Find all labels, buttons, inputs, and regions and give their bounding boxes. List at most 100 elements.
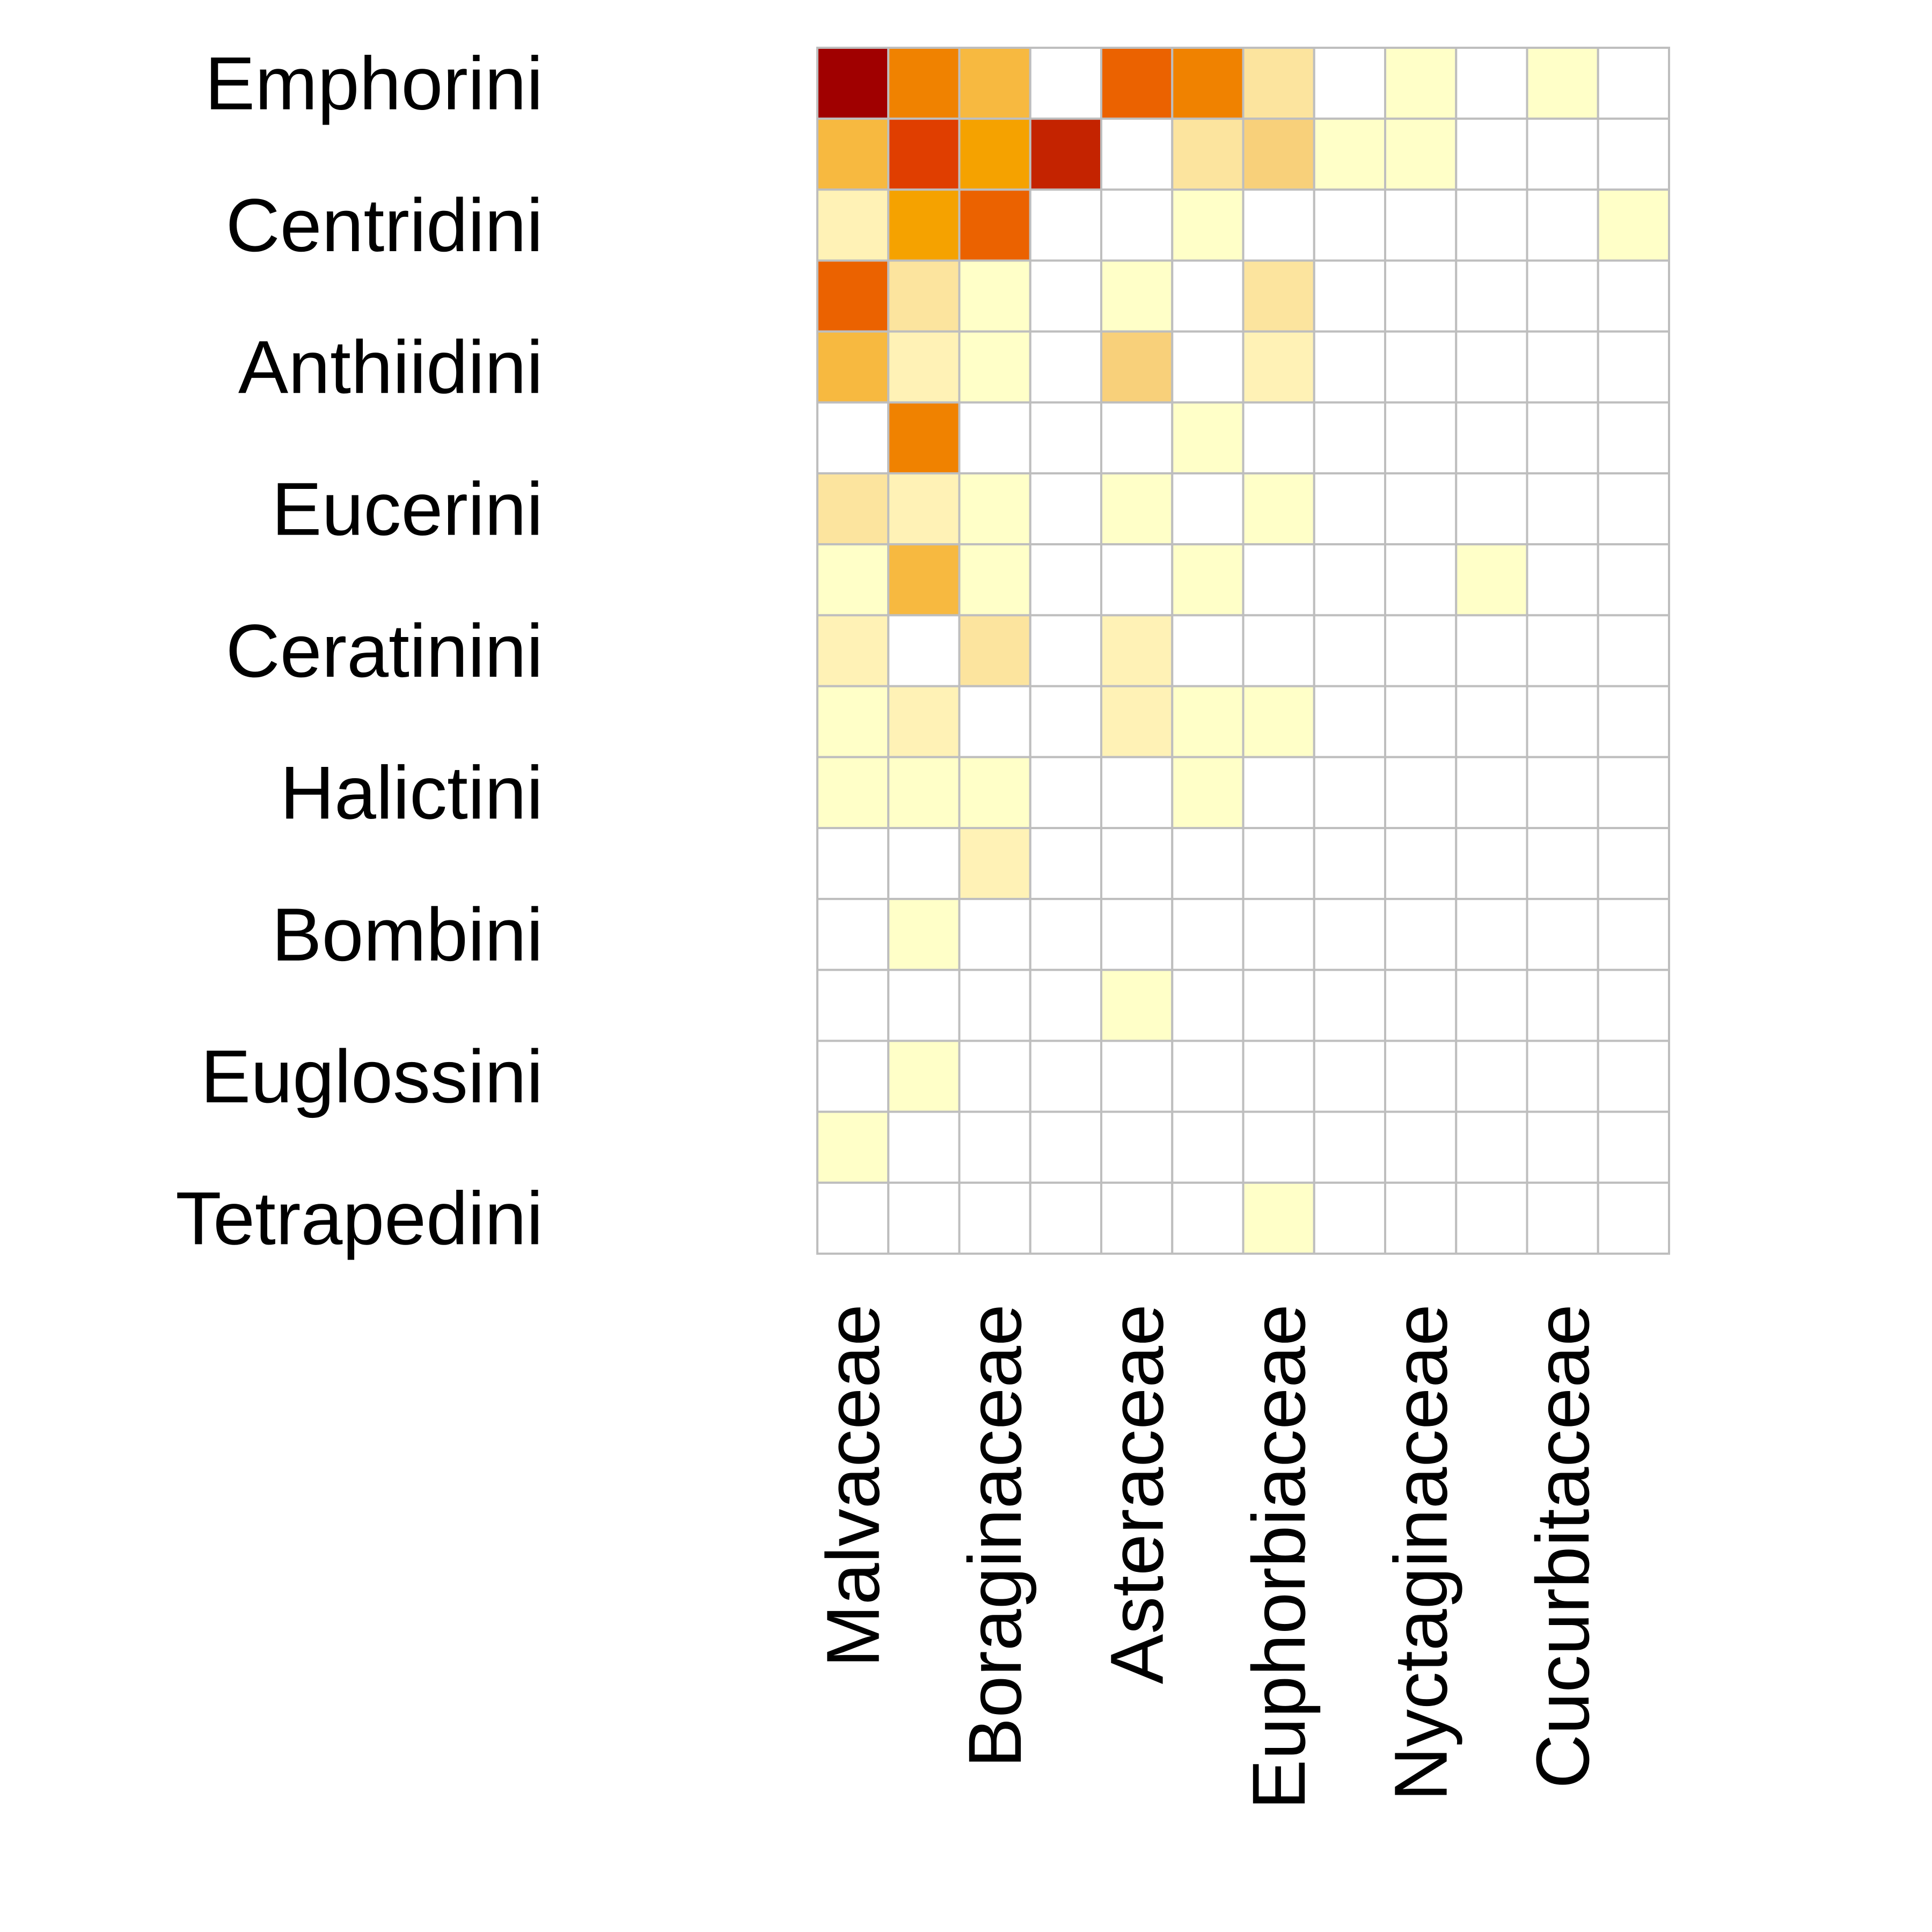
heatmap-cell xyxy=(1455,1040,1528,1113)
heatmap-cell xyxy=(1313,543,1386,617)
heatmap-cell xyxy=(1242,756,1315,829)
heatmap-cell xyxy=(1100,969,1174,1042)
heatmap-cell xyxy=(1100,614,1174,687)
heatmap-cell xyxy=(1100,259,1174,333)
column-label: Boraginaceae xyxy=(953,1304,1037,1768)
heatmap-cell xyxy=(1171,1181,1245,1255)
heatmap-cell xyxy=(816,259,890,333)
heatmap-cell xyxy=(1242,401,1315,475)
heatmap-cell xyxy=(958,756,1031,829)
heatmap-cell xyxy=(1313,259,1386,333)
heatmap-cell xyxy=(1597,47,1670,120)
heatmap-cell xyxy=(1384,259,1458,333)
heatmap-cell xyxy=(958,1181,1031,1255)
heatmap-cell xyxy=(887,969,961,1042)
heatmap-cell xyxy=(1171,47,1245,120)
row-label: Halictini xyxy=(280,750,543,835)
heatmap-cell xyxy=(1100,756,1174,829)
heatmap-cell xyxy=(958,118,1031,191)
heatmap-cell xyxy=(1526,826,1599,901)
heatmap-cell xyxy=(1029,685,1102,758)
heatmap-cell xyxy=(816,614,890,687)
heatmap-cell xyxy=(1313,188,1386,262)
heatmap-cell xyxy=(1029,898,1102,971)
heatmap-cell xyxy=(1029,472,1102,546)
heatmap-cell xyxy=(1171,969,1245,1042)
heatmap-cell xyxy=(1526,543,1599,617)
heatmap-cell xyxy=(958,614,1031,687)
heatmap-cell xyxy=(1100,118,1174,191)
heatmap-cell xyxy=(1455,685,1528,758)
heatmap-cell xyxy=(1242,47,1315,120)
heatmap-cell xyxy=(1029,1181,1102,1255)
heatmap-cell xyxy=(1100,330,1174,404)
heatmap-cell xyxy=(1455,118,1528,191)
row-label: Eucerini xyxy=(272,467,543,551)
heatmap-cell xyxy=(958,1040,1031,1113)
heatmap-cell xyxy=(1242,118,1315,191)
heatmap-cell xyxy=(1455,756,1528,829)
heatmap-cell xyxy=(1455,1181,1528,1255)
heatmap-cell xyxy=(1242,969,1315,1042)
heatmap-cell xyxy=(958,543,1031,617)
heatmap-cell xyxy=(1313,685,1386,758)
heatmap-cell xyxy=(958,685,1031,758)
heatmap-cell xyxy=(887,259,961,333)
heatmap-cell xyxy=(1171,330,1245,404)
heatmap-cells xyxy=(816,47,1670,1255)
heatmap-cell xyxy=(1242,1110,1315,1184)
heatmap-cell xyxy=(1029,118,1102,191)
heatmap-cell xyxy=(887,330,961,404)
heatmap-cell xyxy=(1242,188,1315,262)
heatmap-cell xyxy=(887,118,961,191)
heatmap-cell xyxy=(1242,685,1315,758)
row-label: Euglossini xyxy=(201,1034,543,1118)
heatmap-cell xyxy=(1597,1110,1670,1184)
heatmap-cell xyxy=(1313,47,1386,120)
heatmap-cell xyxy=(887,685,961,758)
heatmap-cell xyxy=(1455,188,1528,262)
heatmap-cell xyxy=(958,401,1031,475)
heatmap-cell xyxy=(1526,1181,1599,1255)
row-label: Bombini xyxy=(272,892,543,977)
heatmap-cell xyxy=(1242,543,1315,617)
heatmap-cell xyxy=(1242,1040,1315,1113)
heatmap-cell xyxy=(1597,826,1670,901)
heatmap-cell xyxy=(1455,259,1528,333)
heatmap-cell xyxy=(1526,969,1599,1042)
heatmap-cell xyxy=(1242,472,1315,546)
heatmap-cell xyxy=(1526,1040,1599,1113)
column-label: Malvaceae xyxy=(811,1304,895,1667)
heatmap-cell xyxy=(1100,898,1174,971)
heatmap-cell xyxy=(1029,1110,1102,1184)
heatmap-cell xyxy=(816,969,890,1042)
row-label: Centridini xyxy=(226,183,543,267)
heatmap-cell xyxy=(1313,898,1386,971)
heatmap-cell xyxy=(1384,1110,1458,1184)
heatmap-cell xyxy=(1526,401,1599,475)
heatmap-cell xyxy=(1384,118,1458,191)
heatmap-cell xyxy=(887,898,961,971)
heatmap-cell xyxy=(1455,969,1528,1042)
heatmap-cell xyxy=(958,259,1031,333)
heatmap-cell xyxy=(1384,1181,1458,1255)
row-label: Anthiidini xyxy=(238,325,543,409)
heatmap-cell xyxy=(1313,330,1386,404)
heatmap-cell xyxy=(1100,543,1174,617)
heatmap-cell xyxy=(1526,472,1599,546)
heatmap-cell xyxy=(1384,47,1458,120)
heatmap-cell xyxy=(887,188,961,262)
heatmap-cell xyxy=(958,472,1031,546)
heatmap-cell xyxy=(958,330,1031,404)
heatmap-cell xyxy=(958,826,1031,901)
heatmap-cell xyxy=(1029,47,1102,120)
heatmap-cell xyxy=(1029,330,1102,404)
heatmap-cell xyxy=(1597,401,1670,475)
heatmap-cell xyxy=(1597,614,1670,687)
heatmap-cell xyxy=(1313,826,1386,901)
row-label: Emphorini xyxy=(205,41,543,126)
heatmap-cell xyxy=(1029,969,1102,1042)
heatmap-cell xyxy=(1526,685,1599,758)
heatmap-cell xyxy=(1242,826,1315,901)
heatmap-cell xyxy=(1171,118,1245,191)
